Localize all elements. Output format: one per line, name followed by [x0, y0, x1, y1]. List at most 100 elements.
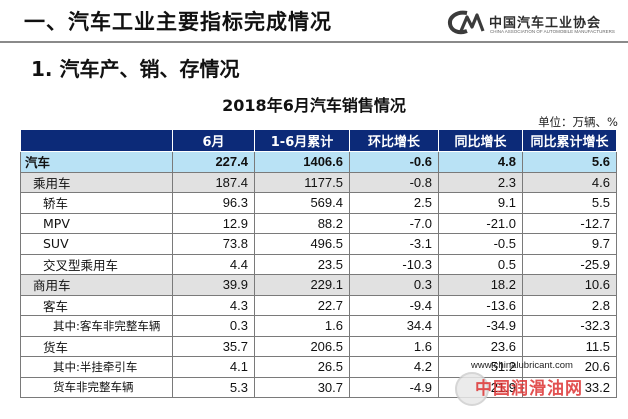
cell-yoy-cum: 9.7: [522, 233, 617, 255]
header-divider: [0, 41, 628, 43]
cell-cum: 30.7: [254, 376, 350, 398]
row-label: 轿车: [20, 192, 173, 214]
row-label: SUV: [20, 233, 173, 255]
cell-mom: 0.3: [349, 274, 439, 296]
table-row: 货车非完整车辆 5.3 30.7 -4.9 21.9 33.2: [20, 376, 617, 398]
cell-cum: 496.5: [254, 233, 350, 255]
row-label: 货车: [20, 335, 173, 357]
cell-mom: -7.0: [349, 212, 439, 234]
cell-yoy-cum: 20.6: [522, 356, 617, 378]
cell-cum: 1.6: [254, 315, 350, 337]
cell-cum: 569.4: [254, 192, 350, 214]
cell-yoy: 51.2: [438, 356, 523, 378]
cell-yoy: 21.9: [438, 376, 523, 398]
cell-m6: 187.4: [172, 171, 255, 193]
cell-mom: -3.1: [349, 233, 439, 255]
cell-cum: 206.5: [254, 335, 350, 357]
cell-m6: 4.1: [172, 356, 255, 378]
cell-yoy-cum: 11.5: [522, 335, 617, 357]
cell-cum: 1406.6: [254, 151, 350, 173]
cell-yoy-cum: 2.8: [522, 294, 617, 316]
cell-cum: 23.5: [254, 253, 350, 275]
cell-mom: -0.6: [349, 151, 439, 173]
table-row: 汽车 227.4 1406.6 -0.6 4.8 5.6: [20, 151, 617, 173]
table-row: 其中:半挂牵引车 4.1 26.5 4.2 51.2 20.6: [20, 356, 617, 378]
cell-mom: -0.8: [349, 171, 439, 193]
column-header: 同比累计增长: [522, 129, 617, 152]
cell-m6: 96.3: [172, 192, 255, 214]
table-row: 乘用车 187.4 1177.5 -0.8 2.3 4.6: [20, 171, 617, 193]
cell-m6: 73.8: [172, 233, 255, 255]
logo-chinese-name: 中国汽车工业协会: [489, 16, 602, 31]
cell-cum: 26.5: [254, 356, 350, 378]
cell-mom: 4.2: [349, 356, 439, 378]
cell-yoy: -0.5: [438, 233, 523, 255]
sales-table: 6月 1-6月累计 环比增长 同比增长 同比累计增长 汽车 227.4 1406.6…: [20, 129, 617, 398]
column-header: 同比增长: [438, 129, 523, 152]
cell-yoy-cum: -32.3: [522, 315, 617, 337]
cell-mom: -4.9: [349, 376, 439, 398]
cell-cum: 229.1: [254, 274, 350, 296]
section-title: 1. 汽车产、销、存情况: [31, 57, 240, 81]
row-label: 汽车: [20, 151, 173, 173]
row-label: 其中:半挂牵引车: [20, 356, 173, 378]
cell-yoy: 2.3: [438, 171, 523, 193]
unit-label: 单位：万辆、%: [538, 115, 618, 129]
cell-m6: 4.3: [172, 294, 255, 316]
logo-english-name: CHINA ASSOCIATION OF AUTOMOBILE MANUFACT…: [490, 29, 615, 34]
cell-yoy: 0.5: [438, 253, 523, 275]
cell-yoy: -21.0: [438, 212, 523, 234]
table-row: 其中:客车非完整车辆 0.3 1.6 34.4 -34.9 -32.3: [20, 315, 617, 337]
cell-cum: 1177.5: [254, 171, 350, 193]
cell-mom: -9.4: [349, 294, 439, 316]
row-label: MPV: [20, 212, 173, 234]
cell-mom: 34.4: [349, 315, 439, 337]
cell-cum: 88.2: [254, 212, 350, 234]
row-label: 商用车: [20, 274, 173, 296]
cell-mom: 2.5: [349, 192, 439, 214]
table-row: 商用车 39.9 229.1 0.3 18.2 10.6: [20, 274, 617, 296]
row-label: 乘用车: [20, 171, 173, 193]
cell-m6: 5.3: [172, 376, 255, 398]
table-row: SUV 73.8 496.5 -3.1 -0.5 9.7: [20, 233, 617, 255]
page-title: 一、汽车工业主要指标完成情况: [24, 10, 332, 34]
table-title: 2018年6月汽车销售情况: [222, 96, 406, 115]
cell-yoy-cum: -25.9: [522, 253, 617, 275]
column-header: 6月: [172, 129, 255, 152]
row-label: 货车非完整车辆: [20, 376, 173, 398]
table-row: 货车 35.7 206.5 1.6 23.6 11.5: [20, 335, 617, 357]
column-header: 环比增长: [349, 129, 439, 152]
table-header-row: 6月 1-6月累计 环比增长 同比增长 同比累计增长: [20, 129, 617, 152]
cell-mom: -10.3: [349, 253, 439, 275]
cell-m6: 0.3: [172, 315, 255, 337]
caam-logo-icon: [447, 10, 485, 35]
cell-yoy-cum: 4.6: [522, 171, 617, 193]
header-bar: 一、汽车工业主要指标完成情况 中国汽车工业协会 CHINA ASSOCIATIO…: [0, 0, 628, 42]
cell-m6: 227.4: [172, 151, 255, 173]
row-label: 交叉型乘用车: [20, 253, 173, 275]
column-header: [20, 129, 173, 152]
cell-m6: 35.7: [172, 335, 255, 357]
cell-yoy-cum: 5.5: [522, 192, 617, 214]
cell-yoy-cum: -12.7: [522, 212, 617, 234]
cell-m6: 39.9: [172, 274, 255, 296]
cell-yoy: 9.1: [438, 192, 523, 214]
cell-m6: 12.9: [172, 212, 255, 234]
table-row: 客车 4.3 22.7 -9.4 -13.6 2.8: [20, 294, 617, 316]
cell-mom: 1.6: [349, 335, 439, 357]
cell-cum: 22.7: [254, 294, 350, 316]
cell-yoy-cum: 33.2: [522, 376, 617, 398]
table-row: 轿车 96.3 569.4 2.5 9.1 5.5: [20, 192, 617, 214]
cell-yoy: -34.9: [438, 315, 523, 337]
column-header: 1-6月累计: [254, 129, 350, 152]
table-row: 交叉型乘用车 4.4 23.5 -10.3 0.5 -25.9: [20, 253, 617, 275]
cell-yoy-cum: 10.6: [522, 274, 617, 296]
caam-logo: 中国汽车工业协会 CHINA ASSOCIATION OF AUTOMOBILE…: [447, 9, 619, 37]
cell-m6: 4.4: [172, 253, 255, 275]
row-label: 客车: [20, 294, 173, 316]
row-label: 其中:客车非完整车辆: [20, 315, 173, 337]
cell-yoy: 23.6: [438, 335, 523, 357]
cell-yoy-cum: 5.6: [522, 151, 617, 173]
cell-yoy: 4.8: [438, 151, 523, 173]
table-row: MPV 12.9 88.2 -7.0 -21.0 -12.7: [20, 212, 617, 234]
